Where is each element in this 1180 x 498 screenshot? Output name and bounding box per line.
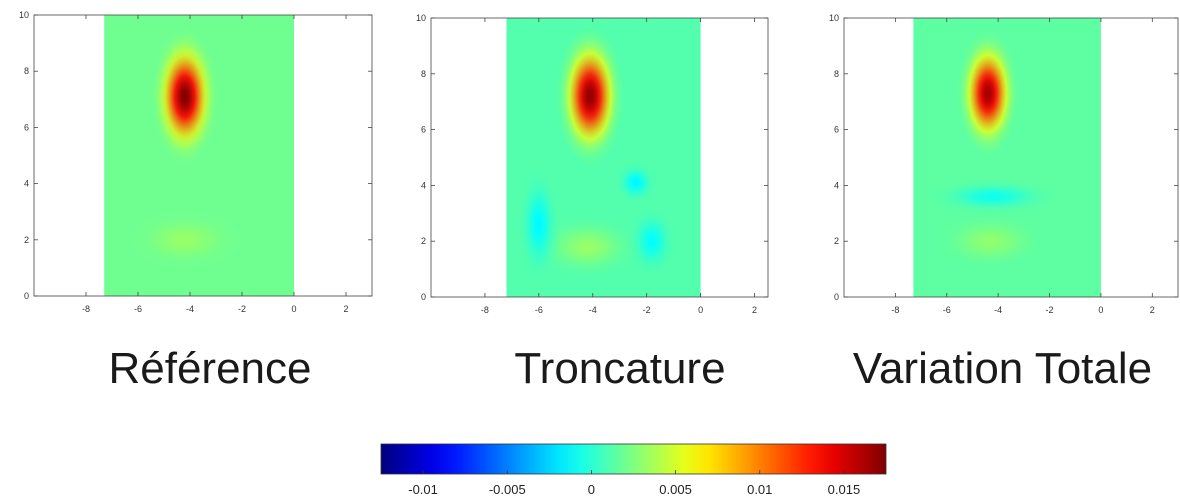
y-tick-label: 10 — [829, 13, 839, 23]
heatmap-blob — [555, 24, 625, 168]
heatmap-blob — [517, 164, 561, 285]
heatmap-blob — [956, 29, 1020, 158]
caption-reference: Référence — [108, 344, 312, 393]
y-tick-label: 2 — [24, 235, 29, 245]
y-tick-label: 0 — [24, 291, 29, 301]
x-tick-label: -6 — [134, 304, 142, 314]
x-tick-label: -4 — [589, 305, 597, 315]
axes-frame — [430, 17, 769, 298]
colorbar-tick-label: -0.01 — [408, 482, 438, 497]
y-tick-label: 8 — [421, 69, 426, 79]
colorbar-tick-label: 0.015 — [828, 482, 861, 497]
axes-frame — [843, 17, 1179, 298]
y-tick-label: 6 — [421, 125, 426, 135]
heatmap-panel-1: -8 -6 -4 -2 0 2 0 2 4 6 8 10 — [19, 10, 373, 314]
heatmap-blob — [125, 209, 245, 271]
x-tick-label: 2 — [343, 304, 348, 314]
y-tick-label: 4 — [421, 180, 426, 190]
x-tick-label: -8 — [891, 305, 899, 315]
y-tick-label: 2 — [421, 236, 426, 246]
heatmap-blob — [923, 177, 1063, 216]
y-tick-label: 6 — [834, 125, 839, 135]
x-tick-label: 2 — [1150, 305, 1155, 315]
y-tick-label: 6 — [24, 122, 29, 132]
caption-variation-totale: Variation Totale — [852, 344, 1153, 393]
heatmap-panel-2: -8 -6 -4 -2 0 2 0 2 4 6 8 10 — [416, 13, 769, 315]
y-tick-label: 0 — [834, 292, 839, 302]
y-tick-label: 2 — [834, 236, 839, 246]
colorbar-tick-label: 0.005 — [659, 482, 692, 497]
heatmap-blob — [614, 160, 658, 206]
x-tick-label: -2 — [1046, 305, 1054, 315]
x-tick-label: -2 — [238, 304, 246, 314]
colorbar: -0.01 -0.005 0 0.005 0.01 0.015 — [380, 443, 887, 497]
y-tick-label: 10 — [19, 10, 29, 20]
x-tick-label: 0 — [1098, 305, 1103, 315]
x-tick-label: 0 — [698, 305, 703, 315]
y-tick-label: 0 — [421, 292, 426, 302]
x-tick-label: -6 — [535, 305, 543, 315]
axes-frame — [33, 14, 373, 297]
colorbar-tick-label: 0.01 — [747, 482, 772, 497]
y-tick-label: 10 — [416, 13, 426, 23]
x-tick-label: -4 — [186, 304, 194, 314]
heatmap-blob — [626, 203, 678, 279]
x-tick-label: -8 — [481, 305, 489, 315]
x-tick-label: -2 — [643, 305, 651, 315]
x-tick-label: -6 — [943, 305, 951, 315]
heatmap-blob — [931, 211, 1050, 272]
heatmap-panel-3: -8 -6 -4 -2 0 2 0 2 4 6 8 10 — [829, 13, 1179, 315]
y-tick-label: 4 — [24, 179, 29, 189]
colorbar-tick-label: 0 — [588, 482, 595, 497]
x-tick-label: 2 — [752, 305, 757, 315]
colorbar-tick-label: -0.005 — [489, 482, 526, 497]
x-tick-label: 0 — [291, 304, 296, 314]
colorbar-gradient — [380, 443, 887, 475]
x-tick-label: -8 — [82, 304, 90, 314]
heatmap-blob — [151, 28, 219, 165]
x-tick-label: -4 — [994, 305, 1002, 315]
y-tick-label: 4 — [834, 180, 839, 190]
caption-troncature: Troncature — [514, 344, 726, 393]
y-tick-label: 8 — [834, 69, 839, 79]
y-tick-label: 8 — [24, 66, 29, 76]
